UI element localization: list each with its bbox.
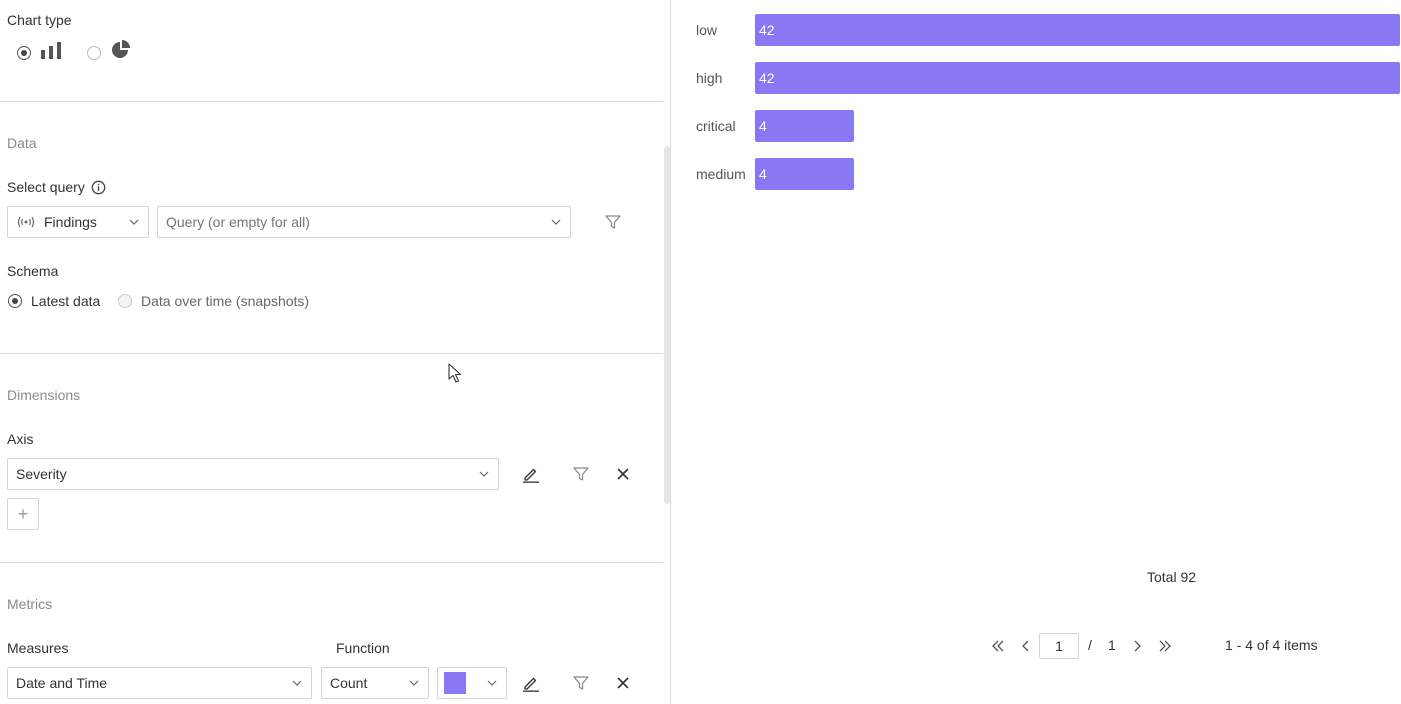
section-divider	[0, 562, 663, 563]
pie-chart-icon	[112, 40, 130, 58]
measure-select[interactable]: Date and Time	[7, 667, 312, 699]
bar-label: medium	[696, 166, 746, 182]
bar-chart-radio[interactable]	[17, 46, 31, 60]
color-swatch	[444, 672, 466, 694]
schema-snapshots-radio[interactable]	[118, 294, 132, 308]
first-page-icon[interactable]	[990, 638, 1006, 654]
schema-latest-label[interactable]: Latest data	[31, 293, 101, 309]
query-select[interactable]: Query (or empty for all)	[157, 206, 571, 238]
axis-select[interactable]: Severity	[7, 458, 499, 490]
pie-chart-radio[interactable]	[87, 46, 101, 60]
bar-chart-icon	[41, 42, 61, 59]
filter-icon[interactable]	[572, 465, 590, 483]
chevron-down-icon	[129, 219, 139, 225]
schema-label: Schema	[7, 263, 59, 279]
broadcast-icon	[17, 216, 35, 228]
edit-icon[interactable]	[522, 674, 540, 692]
measures-label: Measures	[7, 640, 69, 656]
bar-value-label: 42	[759, 70, 775, 86]
function-select[interactable]: Count	[321, 667, 429, 699]
pagination-range: 1 - 4 of 4 items	[1225, 637, 1318, 653]
previous-page-icon[interactable]	[1018, 638, 1034, 654]
bar-label: low	[696, 22, 718, 38]
info-icon[interactable]	[91, 180, 106, 195]
function-value: Count	[330, 675, 368, 691]
page-separator: /	[1088, 637, 1092, 653]
chevron-down-icon	[292, 680, 302, 686]
next-page-icon[interactable]	[1129, 638, 1145, 654]
select-query-label: Select query	[7, 179, 85, 195]
chevron-down-icon	[487, 680, 497, 686]
filter-icon[interactable]	[604, 213, 622, 231]
data-section-title: Data	[7, 135, 37, 151]
color-select[interactable]	[437, 667, 507, 699]
total-label: Total 92	[1147, 569, 1197, 585]
dimensions-section-title: Dimensions	[7, 387, 81, 403]
chevron-down-icon	[479, 471, 489, 477]
query-placeholder: Query (or empty for all)	[166, 214, 310, 230]
section-divider	[0, 353, 663, 354]
bar-value-label: 4	[759, 118, 767, 134]
edit-icon[interactable]	[522, 465, 540, 483]
bar-label: critical	[696, 118, 736, 134]
axis-label: Axis	[7, 431, 34, 447]
data-source-select[interactable]: Findings	[7, 206, 149, 238]
mouse-cursor-icon	[448, 363, 462, 383]
page-number-input[interactable]: 1	[1039, 633, 1079, 659]
chevron-down-icon	[551, 219, 561, 225]
schema-latest-radio[interactable]	[8, 294, 22, 308]
bar[interactable]: 42	[755, 14, 1400, 46]
total-pages: 1	[1108, 637, 1116, 653]
last-page-icon[interactable]	[1157, 638, 1173, 654]
metrics-section-title: Metrics	[7, 596, 53, 612]
schema-snapshots-label[interactable]: Data over time (snapshots)	[141, 293, 310, 309]
add-dimension-button[interactable]: +	[7, 498, 39, 530]
chart-type-label: Chart type	[7, 12, 72, 28]
bar-label: high	[696, 70, 723, 86]
bar-value-label: 42	[759, 22, 775, 38]
measure-value: Date and Time	[16, 675, 108, 691]
close-icon[interactable]	[615, 675, 631, 691]
close-icon[interactable]	[615, 466, 631, 482]
bar[interactable]: 42	[755, 62, 1400, 94]
data-source-value: Findings	[44, 214, 97, 230]
chevron-down-icon	[409, 680, 419, 686]
filter-icon[interactable]	[572, 674, 590, 692]
axis-value: Severity	[16, 466, 67, 482]
scrollbar-thumb[interactable]	[664, 146, 670, 504]
function-label: Function	[336, 640, 390, 656]
widget-config-panel: Chart type Data Select query Findings Qu…	[0, 0, 664, 704]
section-divider	[0, 101, 663, 102]
bar-value-label: 4	[759, 166, 767, 182]
bar[interactable]: 4	[755, 110, 854, 142]
panel-divider	[670, 0, 671, 704]
bar[interactable]: 4	[755, 158, 854, 190]
